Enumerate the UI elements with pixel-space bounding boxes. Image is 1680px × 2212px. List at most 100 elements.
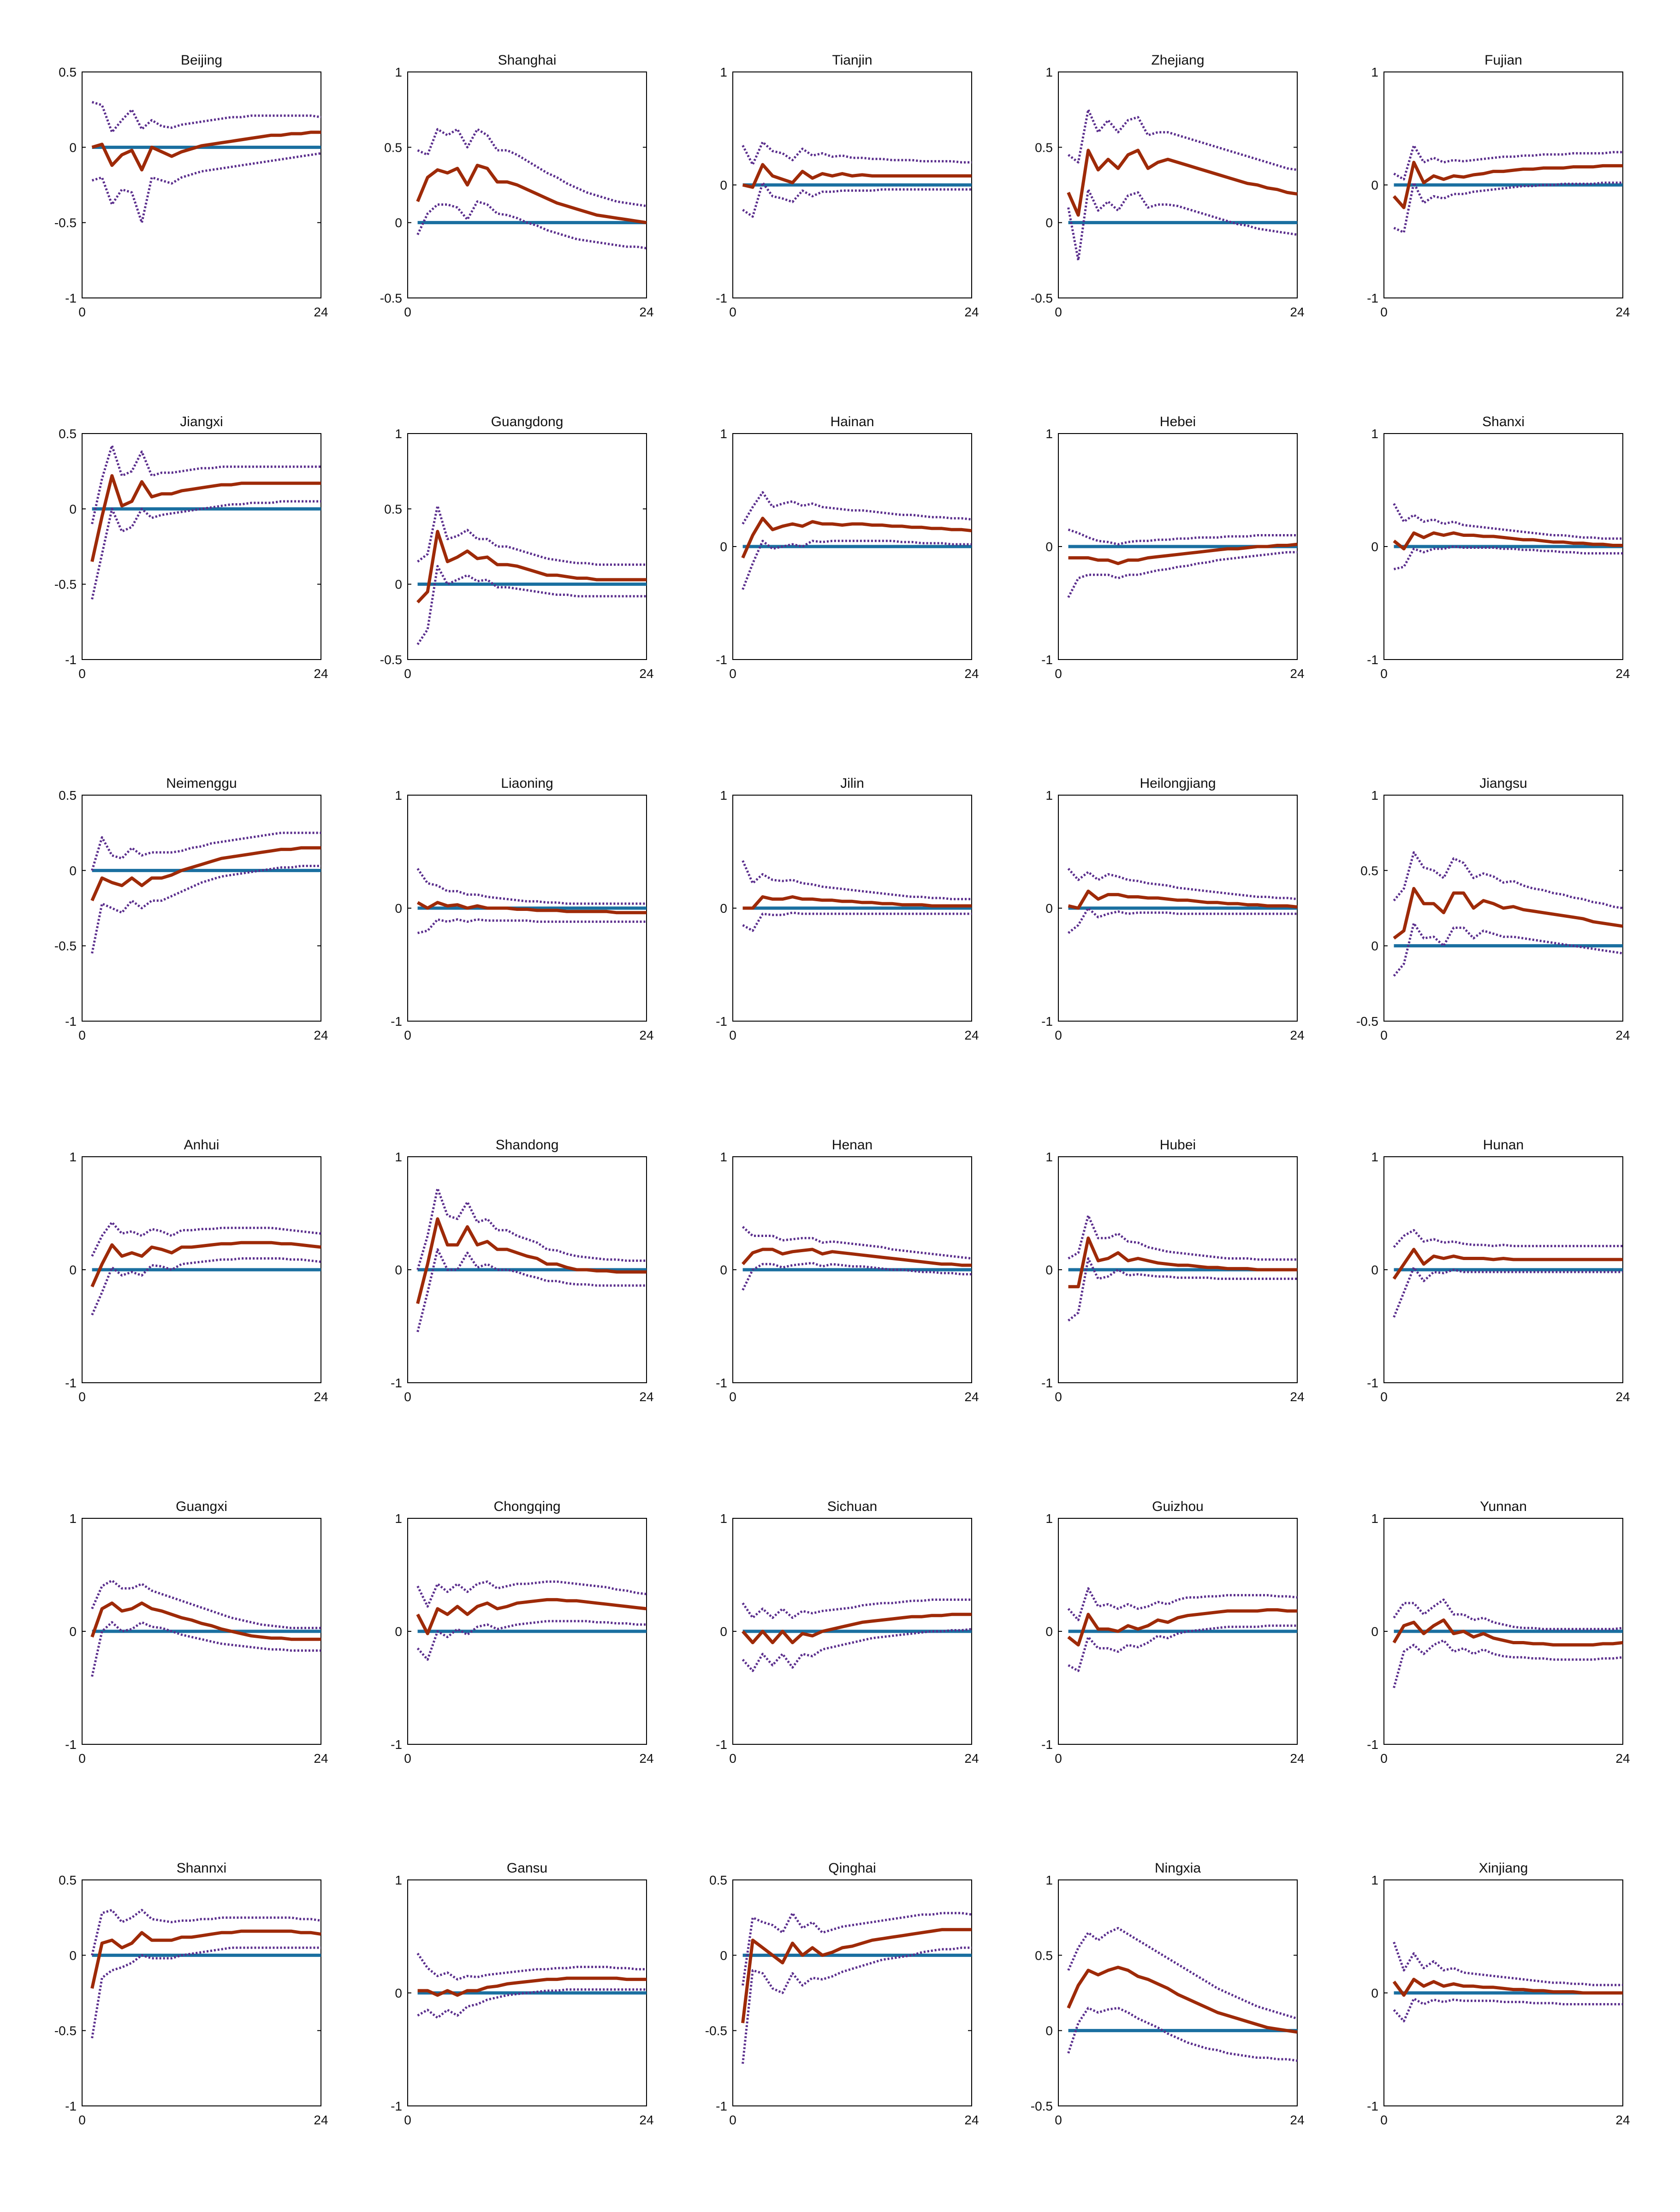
y-tick-label: 1 [1045,788,1053,803]
x-tick-label: 24 [1615,1751,1630,1766]
x-tick-label: 0 [729,1390,736,1404]
x-tick-label: 0 [404,2113,411,2127]
panel-title: Hainan [830,414,874,429]
x-tick-label: 24 [1290,1751,1304,1766]
x-tick-label: 0 [404,1390,411,1404]
x-tick-label: 24 [1290,305,1304,319]
panel-title: Xinjiang [1479,1861,1528,1876]
y-tick-label: 0 [1045,540,1053,554]
panel-title: Chongqing [493,1499,560,1514]
panel-jiangxi: Jiangxi -1 -0.5 0 0.5 0 24 [54,414,328,681]
response-line [1068,542,1298,565]
panel-ningxia: Ningxia-0.500.510 24 [1031,1861,1305,2127]
lower-band-line [91,1946,321,2039]
x-tick-label: 0 [78,1751,86,1766]
y-tick-label: 0 [395,1263,402,1277]
panel-title: Qinghai [828,1861,876,1876]
response-line [741,517,972,559]
upper-band-line [1393,851,1623,910]
panel-title: Hebei [1160,414,1196,429]
y-tick-label: -0.5 [54,577,77,592]
x-tick-label: 0 [78,305,86,319]
y-tick-label: 0 [1045,216,1053,230]
upper-band-line [1393,144,1623,181]
panel-qinghai: Qinghai -1 -0.5 0 0.5 0 24 [705,1861,979,2127]
y-tick-label: 1 [1371,1873,1378,1887]
panel-title: Guangdong [491,414,564,429]
x-tick-label: 24 [964,1751,979,1766]
lower-band-line [416,200,647,250]
y-tick-label: -0.5 [705,2024,727,2038]
y-tick-label: 0 [395,1624,402,1639]
panel-title: Anhui [184,1137,220,1153]
response-line [90,846,321,902]
panel-title: Ningxia [1155,1861,1201,1876]
response-line [416,529,647,604]
y-tick-label: 1 [1045,1873,1053,1887]
y-tick-label: 1 [395,1511,402,1526]
y-tick-label: 0 [1371,178,1378,192]
x-tick-label: 0 [1380,1390,1388,1404]
y-tick-label: 1 [395,427,402,441]
y-tick-label: 1 [720,788,727,803]
y-tick-label: -1 [391,1737,402,1752]
upper-band-line [91,1221,321,1257]
x-tick-label: 0 [729,1751,736,1766]
y-tick-label: 1 [720,427,727,441]
x-tick-label: 24 [1290,1028,1304,1042]
upper-band-line [1068,1214,1297,1261]
x-tick-label: 0 [78,1390,86,1404]
panel-jiangsu: Jiangsu-0.500.510 24 [1356,776,1630,1042]
lower-band-line [1393,922,1623,977]
y-tick-label: -0.5 [380,291,402,305]
panel-title: Shanghai [498,53,557,68]
x-tick-label: 24 [314,1751,328,1766]
y-tick-label: 0.5 [59,427,77,441]
panel-title: Liaoning [501,776,553,791]
x-tick-label: 0 [1380,2113,1388,2127]
y-tick-label: 0.5 [1035,1948,1053,1962]
y-tick-label: 0.5 [59,1873,77,1887]
response-line [90,474,321,562]
response-line [1392,1978,1623,1997]
x-tick-label: 0 [404,1028,411,1042]
lower-band-line [91,1257,321,1316]
x-tick-label: 24 [1615,666,1630,681]
plot-frame [82,71,321,298]
y-tick-label: 0 [395,577,402,592]
response-line [1392,1618,1623,1647]
x-tick-label: 24 [964,1028,979,1042]
y-tick-label: -1 [1041,653,1053,667]
panel-neimenggu: Neimenggu -1 -0.5 0 0.5 0 24 [54,776,328,1042]
y-tick-label: -1 [65,653,77,667]
y-tick-label: -1 [716,2099,727,2113]
response-line [1067,149,1298,217]
y-tick-label: 0 [1371,1263,1378,1277]
lower-band-line [742,1628,972,1672]
x-tick-label: 0 [729,666,736,681]
x-tick-label: 24 [314,666,328,681]
panel-title: Zhejiang [1151,53,1204,68]
response-line [1392,1248,1623,1280]
y-tick-label: 0.5 [59,788,77,803]
y-tick-label: -0.5 [54,2024,77,2038]
y-tick-label: 1 [1045,65,1053,79]
y-tick-label: -1 [65,2099,77,2113]
x-tick-label: 24 [639,305,653,319]
response-line [90,1929,321,1989]
x-tick-label: 0 [1055,666,1062,681]
upper-band-line [416,1187,647,1270]
x-tick-label: 24 [639,1390,653,1404]
y-tick-label: 1 [69,1150,77,1164]
x-tick-label: 0 [729,305,736,319]
panel-title: Shannxi [177,1861,226,1876]
